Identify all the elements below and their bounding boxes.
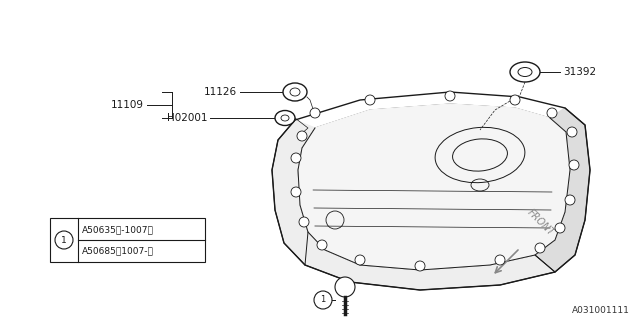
Circle shape (415, 261, 425, 271)
Text: 1: 1 (61, 236, 67, 244)
Text: 11109: 11109 (111, 100, 144, 110)
Circle shape (510, 95, 520, 105)
Circle shape (495, 255, 505, 265)
Circle shape (291, 187, 301, 197)
Bar (50, 218, 205, 262)
Ellipse shape (275, 110, 295, 125)
Circle shape (355, 255, 365, 265)
Polygon shape (272, 120, 315, 265)
Circle shape (310, 108, 320, 118)
Circle shape (365, 95, 375, 105)
Text: A50685（1007-）: A50685（1007-） (82, 246, 154, 255)
Circle shape (297, 131, 307, 141)
Circle shape (555, 223, 565, 233)
Circle shape (565, 195, 575, 205)
Circle shape (569, 160, 579, 170)
Circle shape (299, 217, 309, 227)
Circle shape (55, 231, 73, 249)
Circle shape (445, 91, 455, 101)
Polygon shape (305, 232, 555, 290)
Polygon shape (535, 108, 590, 272)
Text: A50635（-1007）: A50635（-1007） (82, 225, 154, 234)
Text: FRONT: FRONT (525, 207, 556, 238)
Circle shape (314, 291, 332, 309)
Circle shape (317, 240, 327, 250)
Text: H02001: H02001 (166, 113, 207, 123)
Ellipse shape (510, 62, 540, 82)
Circle shape (335, 277, 355, 297)
Circle shape (547, 108, 557, 118)
Circle shape (535, 243, 545, 253)
Text: 1: 1 (321, 295, 326, 305)
Polygon shape (298, 104, 570, 270)
Text: A031001111: A031001111 (572, 306, 630, 315)
Text: 31392: 31392 (563, 67, 596, 77)
Circle shape (567, 127, 577, 137)
Circle shape (291, 153, 301, 163)
Ellipse shape (283, 83, 307, 101)
Text: 11126: 11126 (204, 87, 237, 97)
